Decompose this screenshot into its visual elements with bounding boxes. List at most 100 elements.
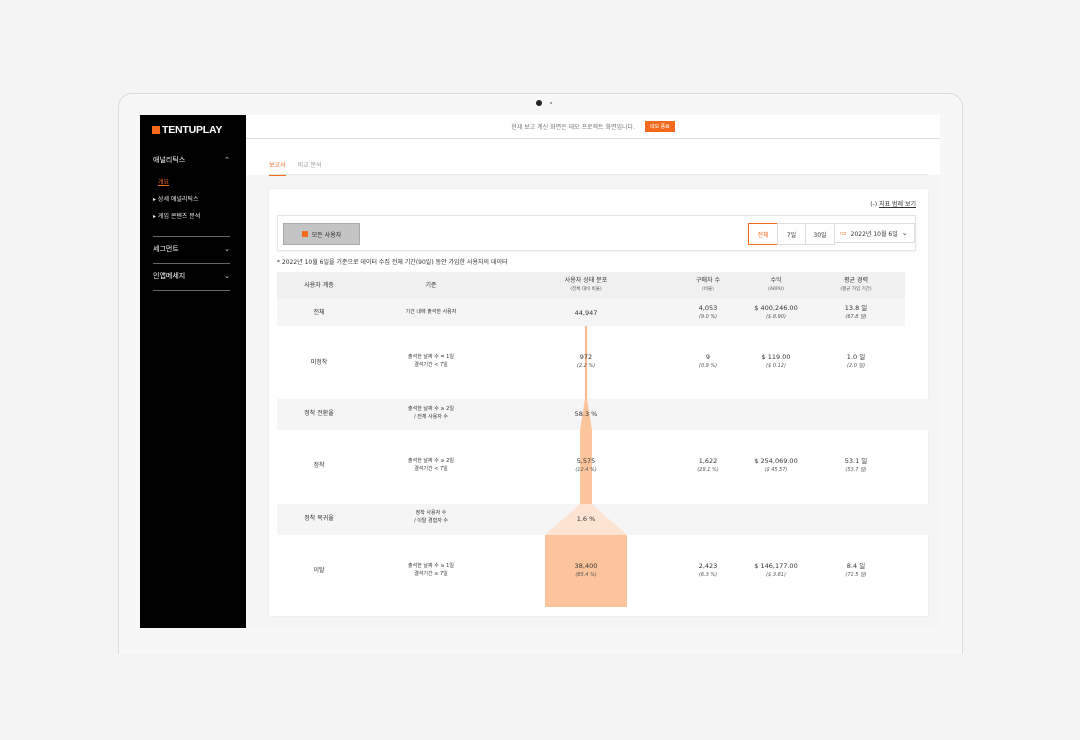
row-criteria-2: / 이탈 경험자 수 [413, 518, 449, 524]
row-revenue: $ 400,246.00 [754, 304, 798, 312]
funnel-churn-bar [545, 535, 627, 607]
demo-banner-text: 현재 보고 계신 화면은 데모 프로젝트 화면입니다. [511, 124, 635, 131]
row-criteria-2: 결석기간 < 7일 [414, 362, 448, 368]
header-criteria: 기준 [425, 282, 437, 289]
row-dist-value: 38,400 [574, 562, 598, 570]
chevron-up-icon: ⌃ [224, 156, 230, 164]
row-tier-label: 정착 전환율 [304, 410, 334, 417]
logo-icon [152, 126, 160, 134]
row-buyers-pct: (29.1 %) [697, 467, 719, 473]
nav-section-inapp-message[interactable]: 인앱메세지 ⌄ [153, 271, 230, 281]
row-buyers-pct: (6.3 %) [698, 572, 718, 578]
calendar-icon: ▭ [840, 229, 847, 237]
row-criteria: 출석한 날짜 수 = 1일 [408, 354, 454, 360]
row-buyers-pct: (9.0 %) [698, 314, 718, 320]
row-life: 53.1 일 [844, 457, 868, 465]
row-arpu: ($ 0.12) [766, 363, 786, 369]
row-criteria-2: / 전체 사용자 수 [413, 414, 449, 420]
row-life: 8.4 일 [846, 562, 866, 570]
divider [153, 236, 230, 237]
row-tier-label: 이탈 [313, 567, 325, 574]
date-select[interactable]: ▭ 2022년 10월 6일 ⌄ [834, 223, 915, 243]
filter-bar: 모든 사용자 전체 7일 30일 ▭ 2022년 10월 6일 ⌄ [277, 215, 916, 251]
report-card: (-) 지표 범례 보기 모든 사용자 전체 7일 30일 ▭ 2022년 10… [269, 189, 929, 616]
nav-section-label: 인앱메세지 [153, 272, 186, 280]
sidebar: TENTUPLAY 애널리틱스 ⌃ 개요 ▸ 상세 애널리틱스 ▸ 게임 콘텐츠… [140, 115, 246, 628]
nav-section-analytics[interactable]: 애널리틱스 ⌃ [153, 155, 230, 165]
row-arpu: ($ 45.57) [764, 467, 788, 473]
row-criteria-2: 결석기간 < 7일 [414, 466, 448, 472]
row-criteria: 출석한 날짜 수 ≥ 1일 [408, 563, 454, 569]
tab-compare[interactable]: 비교 분석 [297, 162, 322, 169]
header-life-sub: (평균 가입 기간) [840, 287, 872, 292]
funnel-return-taper [545, 504, 627, 535]
row-revenue: $ 119.00 [761, 353, 791, 361]
row-life: 13.8 일 [844, 304, 868, 312]
row-dist-value: 5,575 [576, 457, 596, 465]
camera-icon [536, 100, 542, 106]
chevron-down-icon: ⌄ [901, 229, 908, 237]
row-dist-value: 972 [579, 353, 593, 361]
end-demo-button[interactable]: 데모 종료 [644, 121, 675, 132]
row-dist-value: 44,947 [574, 309, 598, 317]
table-header [277, 272, 905, 299]
tab-report[interactable]: 보고서 [269, 160, 286, 176]
row-buyers: 1,622 [698, 457, 718, 465]
row-arpu: ($ 8.90) [766, 314, 786, 320]
row-dist-pct: (12.4 %) [575, 467, 597, 473]
report-tabs: 보고서 비교 분석 [269, 160, 322, 176]
nav-section-label: 애널리틱스 [153, 156, 186, 164]
chevron-down-icon: ⌄ [224, 272, 230, 280]
header-dist: 사용자 상태 분포 [564, 277, 608, 284]
segment-color-icon [301, 231, 308, 237]
row-criteria: 기간 내에 출석한 사용자 [405, 309, 457, 315]
row-criteria-2: 결석기간 ≥ 7일 [414, 571, 448, 577]
user-state-funnel [545, 326, 627, 607]
header-buyers-sub: (비율) [702, 287, 714, 292]
row-life-sub: (71.5 일) [845, 572, 867, 578]
segment-label: 모든 사용자 [311, 231, 342, 239]
sidebar-item-overview[interactable]: 개요 [158, 179, 170, 186]
row-buyers: 2,423 [698, 562, 718, 570]
row-dist-pct: (2.2 %) [576, 363, 596, 369]
row-dist-value: 58.3 % [574, 410, 598, 418]
logo-text: TENTUPLAY [162, 124, 223, 136]
header-revenue: 수익 [770, 277, 782, 284]
row-tier-label: 전체 [313, 309, 325, 316]
row-life: 1.0 일 [846, 353, 866, 361]
header-dist-sub: (전체 대비 비율) [570, 287, 602, 292]
sidebar-item-content-analysis[interactable]: ▸ 게임 콘텐츠 분석 [153, 213, 201, 220]
row-dist-value: 1.6 % [576, 515, 596, 523]
row-tier-label: 정착 복귀율 [304, 515, 334, 522]
table-row-band [277, 399, 929, 430]
row-revenue: $ 254,069.00 [754, 457, 798, 465]
range-7d-button[interactable]: 7일 [777, 223, 806, 245]
legend-link[interactable]: (-) 지표 범례 보기 [870, 199, 916, 208]
segment-select-button[interactable]: 모든 사용자 [283, 223, 360, 245]
tabs-area [246, 139, 940, 175]
row-buyers: 4,053 [698, 304, 718, 312]
header-revenue-sub: (ARPU) [768, 287, 784, 292]
divider [153, 263, 230, 264]
row-criteria: 출석한 날짜 수 ≥ 2일 [408, 458, 454, 464]
funnel-unsettled-line [584, 326, 588, 399]
row-criteria: 출석한 날짜 수 ≥ 2일 [408, 406, 454, 412]
date-value: 2022년 10월 6일 [850, 230, 898, 238]
sidebar-item-detail-analytics[interactable]: ▸ 상세 애널리틱스 [153, 196, 199, 203]
row-life-sub: (67.8 일) [845, 314, 867, 320]
header-buyers: 구매자 수 [696, 277, 720, 284]
chevron-down-icon: ⌄ [224, 245, 230, 253]
nav-section-label: 세그먼트 [153, 245, 179, 253]
row-tier-label: 정착 [313, 462, 325, 469]
row-buyers-pct: (0.9 %) [698, 363, 718, 369]
nav-section-segment[interactable]: 세그먼트 ⌄ [153, 244, 230, 254]
row-buyers: 9 [705, 353, 711, 361]
row-life-sub: (2.0 일) [846, 363, 866, 369]
demo-banner: 현재 보고 계신 화면은 데모 프로젝트 화면입니다. 데모 종료 [246, 115, 940, 139]
brand-logo[interactable]: TENTUPLAY [152, 124, 222, 136]
legend-link-label: 지표 범례 보기 [879, 201, 916, 208]
data-note: * 2022년 10월 6일을 기준으로 데이터 수집 전체 기간(90일) 동… [277, 259, 508, 266]
row-criteria: 정착 사용자 수 [415, 510, 447, 516]
legend-toggle-icon: (-) [870, 201, 878, 208]
divider [153, 290, 230, 291]
